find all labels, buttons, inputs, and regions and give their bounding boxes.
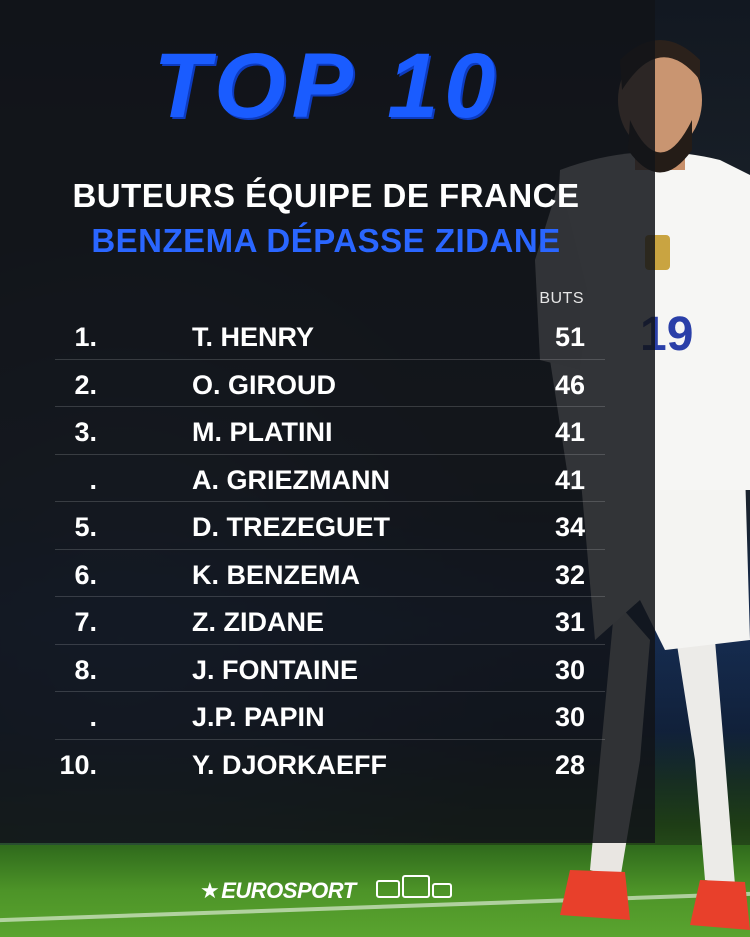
rank: 2. (74, 369, 97, 400)
table-row: 2. O. GIROUD 46 (55, 360, 605, 407)
player-name: Z. ZIDANE (192, 607, 324, 637)
table-row: 5. D. TREZEGUET 34 (55, 502, 605, 550)
table-row: 7. Z. ZIDANE 31 (55, 597, 605, 645)
goals: 30 (554, 654, 585, 685)
table-row: 10. Y. DJORKAEFF 28 (55, 740, 605, 787)
goals: 30 (554, 702, 585, 732)
page-title: TOP 10 (153, 35, 502, 137)
brand-name: EUROSPORT (221, 878, 356, 903)
table-row: . J.P. PAPIN 30 (55, 692, 605, 740)
screens-icon (376, 875, 452, 898)
player-name: J.P. PAPIN (192, 702, 325, 732)
rank: . (89, 702, 97, 732)
headline: BENZEMA DÉPASSE ZIDANE (91, 222, 561, 259)
player-name: Y. DJORKAEFF (192, 749, 388, 780)
player-name: O. GIROUD (192, 369, 337, 400)
player-name: D. TREZEGUET (192, 512, 391, 542)
rank: 1. (74, 322, 97, 352)
goals: 34 (554, 512, 585, 542)
goals: 28 (554, 749, 585, 780)
table-row: 8. J. FONTAINE 30 (55, 645, 605, 692)
player-name: M. PLATINI (192, 417, 333, 447)
goals: 31 (554, 607, 585, 637)
player-name: K. BENZEMA (192, 559, 360, 590)
goals: 41 (554, 417, 585, 447)
goals: 51 (554, 322, 585, 352)
goals: 46 (554, 369, 585, 400)
player-name: A. GRIEZMANN (192, 464, 390, 495)
stats-panel (0, 0, 655, 843)
rank: 6. (74, 559, 97, 590)
rank: 10. (59, 749, 97, 780)
goals: 41 (554, 464, 585, 495)
rank: . (89, 464, 97, 495)
rank: 8. (74, 654, 97, 685)
table-row: 3. M. PLATINI 41 (55, 407, 605, 455)
subtitle: BUTEURS ÉQUIPE DE FRANCE (72, 177, 580, 214)
player-name: T. HENRY (192, 322, 315, 352)
table-row: 1. T. HENRY 51 (55, 312, 605, 360)
star-icon: ★ (200, 878, 220, 903)
table-row: 6. K. BENZEMA 32 (55, 550, 605, 597)
rank: 3. (74, 417, 97, 447)
player-name: J. FONTAINE (192, 654, 359, 685)
rank: 5. (74, 512, 97, 542)
rank: 7. (74, 607, 97, 637)
scorers-table: 1. T. HENRY 51 2. O. GIROUD 46 3. M. PLA… (55, 312, 605, 786)
brand-logo: ★EUROSPORT (200, 878, 356, 904)
table-row: . A. GRIEZMANN 41 (55, 455, 605, 502)
goals-column-header: BUTS (539, 290, 584, 307)
goals: 32 (554, 559, 585, 590)
